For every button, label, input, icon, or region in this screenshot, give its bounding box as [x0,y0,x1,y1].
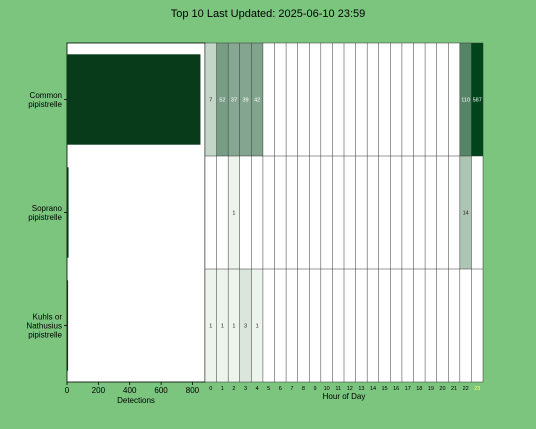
bar-x-axis: 0 200 400 600 800 [65,382,200,395]
hour-tick-label: 15 [381,386,387,392]
heatmap-cell-value: 52 [219,98,225,104]
heatmap-cell [228,43,240,156]
hour-tick-label: 7 [290,386,293,392]
heatmap-cell [239,269,252,382]
species-label: Kuhls or Nathusius pipistrelle [26,313,62,340]
hour-tick-label: 2 [232,386,235,392]
heatmap-cell-value: 3 [244,324,247,330]
heatmap-cell-value: 1 [221,324,224,330]
hour-tick-label: 4 [256,386,259,392]
bar-layer [67,54,201,371]
bar-x-tick-label: 600 [154,386,168,395]
heatmap-cell-value: 1 [232,324,235,330]
heatmap-cell-value: 1 [232,211,235,217]
hour-tick-label: 1 [221,386,224,392]
heatmap-cell-value: 110 [461,98,470,104]
heatmap-cell-value: 1 [209,324,212,330]
bar-3 [67,280,69,371]
heatmap-cell [216,269,229,382]
heatmap-cell [205,43,217,156]
heatmap-cell [205,269,217,382]
heatmap-x-axis: 0 1 2 3 4 5 6 7 8 9 10 11 12 13 14 15 16 17 18 19 20 21 22 23 [209,386,480,392]
heatmap-cell [251,43,263,156]
bar-x-tick-label: 0 [65,386,70,395]
hour-tick-label: 9 [314,386,317,392]
hour-tick-label: 22 [463,386,469,392]
hour-tick-label: 5 [267,386,270,392]
hour-tick-label: 11 [335,386,341,392]
hour-tick-label: 14 [370,386,376,392]
hour-tick-label: 12 [347,386,353,392]
heatmap-cell-value: 42 [254,98,260,104]
heatmap-cell [251,269,263,382]
hour-tick-label: 8 [302,386,305,392]
species-label: Soprano pipistrelle [28,204,62,222]
heatmap-x-axis-label: Hour of Day [323,392,366,401]
hour-tick-label: 0 [209,386,212,392]
heatmap-cell [228,156,240,269]
heatmap-cell-value: 37 [231,98,237,104]
bar-1 [67,54,201,145]
hour-tick-label: 20 [439,386,445,392]
heatmap-cell [216,43,229,156]
hour-tick-label: 10 [324,386,330,392]
heatmap-cell [459,156,472,269]
hour-tick-label: 3 [244,386,247,392]
hour-tick-label: 13 [358,386,364,392]
heatmap-cell-value: 1 [256,324,259,330]
bar-2 [67,167,69,258]
heatmap-layer: 7 52 37 39 42 110 587 1 14 1 1 1 3 1 [204,42,484,383]
hour-tick-label: 16 [393,386,399,392]
hour-tick-label: 17 [405,386,411,392]
heatmap-cell [471,43,483,156]
chart-title: Top 10 Last Updated: 2025-06-10 23:59 [171,8,365,20]
species-label: Common pipistrelle [28,91,62,109]
heatmap-cell-value: 587 [473,98,482,104]
hour-tick-label: 18 [416,386,422,392]
bar-x-tick-label: 800 [186,386,200,395]
bar-x-tick-label: 400 [123,386,137,395]
heatmap-cell-value: 39 [242,98,248,104]
hour-tick-label: 23 [474,386,480,392]
hour-tick-label: 19 [428,386,434,392]
heatmap-cell-value: 7 [209,98,212,104]
hour-tick-label: 21 [451,386,457,392]
heatmap-cell [239,43,252,156]
hour-tick-label: 6 [279,386,282,392]
species-labels: Common pipistrelle Soprano pipistrelle Kuhls… [26,91,67,340]
bar-x-axis-label: Detections [117,396,155,405]
heatmap-cell [459,43,472,156]
bar-x-tick-label: 200 [92,386,106,395]
heatmap-cell [228,269,240,382]
heatmap-cell-value: 14 [463,211,469,217]
